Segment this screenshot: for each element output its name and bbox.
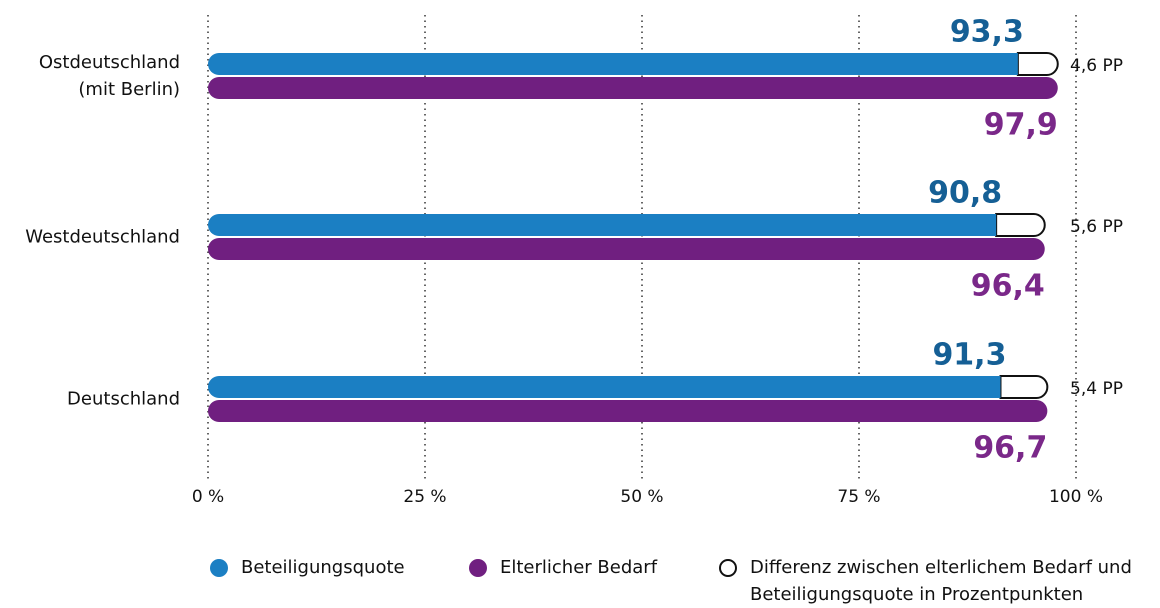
value-label: 96,7 xyxy=(973,431,1047,466)
category-label: Westdeutschland xyxy=(25,226,180,248)
bar xyxy=(208,238,1045,260)
x-tick-label: 75 % xyxy=(837,487,880,507)
x-tick-label: 100 % xyxy=(1049,487,1103,507)
x-tick-label: 0 % xyxy=(192,487,224,507)
x-tick-label: 25 % xyxy=(403,487,446,507)
difference-bar xyxy=(995,213,1046,237)
category-label: Ostdeutschland (mit Berlin) xyxy=(38,52,180,100)
legend-swatch xyxy=(719,559,737,577)
difference-label: 4,6 PP xyxy=(1070,56,1123,76)
bar xyxy=(208,400,1048,422)
value-label: 93,3 xyxy=(950,15,1024,50)
x-tick-label: 50 % xyxy=(620,487,663,507)
difference-label: 5,4 PP xyxy=(1070,379,1123,399)
legend-label: Beteiligungsquote xyxy=(241,557,405,578)
value-label: 91,3 xyxy=(932,338,1006,373)
bar xyxy=(208,214,997,236)
bar xyxy=(208,53,1018,75)
difference-bar xyxy=(1016,52,1059,76)
legend-label: Differenz zwischen elterlichem Bedarf un… xyxy=(750,557,1132,605)
legend-label: Elterlicher Bedarf xyxy=(500,557,658,578)
value-label: 97,9 xyxy=(984,108,1058,143)
value-label: 96,4 xyxy=(971,269,1045,304)
category-label: Deutschland xyxy=(67,388,180,410)
bar xyxy=(208,77,1058,99)
bar xyxy=(208,376,1001,398)
difference-label: 5,6 PP xyxy=(1070,217,1123,237)
legend-swatch xyxy=(210,559,228,577)
legend-swatch xyxy=(469,559,487,577)
value-label: 90,8 xyxy=(928,176,1002,211)
difference-bar xyxy=(999,375,1049,399)
